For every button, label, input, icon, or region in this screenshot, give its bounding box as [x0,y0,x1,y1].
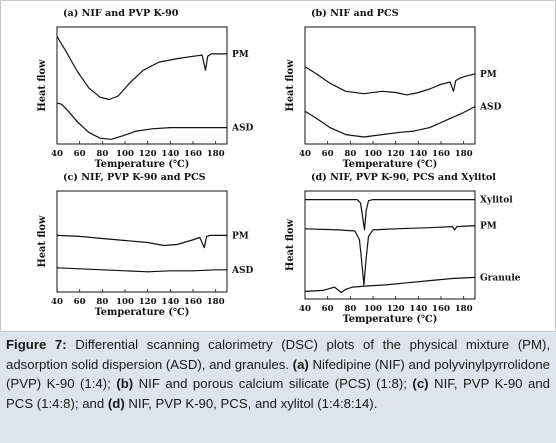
panel-b-xtick-label: 140 [409,149,427,159]
panel-d-xtick-label: 80 [344,304,356,314]
caption-tag-a: (a) [292,356,309,372]
panel-d-xtick-label: 160 [432,304,450,314]
panel-a-xtick-label: 100 [116,149,134,159]
panel-c-xtick-label: 160 [184,297,202,307]
panel-a-xtick-label: 60 [74,149,86,159]
panel-c-series-pm-line [56,234,227,249]
panel-a-xtick-label: 80 [96,149,108,159]
panel-b-series-asd-line [304,106,476,138]
panel-d-xtick-label: 120 [387,304,405,314]
panel-a-ylabel: Heat flow [37,59,48,111]
panel-c-ylabel: Heat flow [37,215,48,267]
dsc-plots: (a) NIF and PVP K-90 Heat flow 40 60 80 100 12… [37,8,521,325]
caption-tag-d: (d) [107,395,125,411]
panel-b-series-pm-line [304,66,476,96]
panel-d-series-pm-line [304,225,476,286]
panel-c-frame [56,190,228,293]
panel-d-xtick-label: 60 [322,304,334,314]
panel-a-frame [56,26,228,145]
panel-d-series-granule-line [304,276,476,294]
panel-c-xtick-label: 60 [74,297,86,307]
panel-c-series-asd-label: ASD [231,266,253,276]
panel-b-title: (b) NIF and PCS [311,8,399,19]
panel-a-series-pm-label: PM [232,50,249,60]
caption-part-c: NIF, PVP K-90 and PCS (1:4:8); and [6,376,550,411]
panel-c-series-asd-line [56,267,227,273]
panel-a-xlabel: Temperature (℃) [95,159,190,170]
caption-part-b: NIF and porous calcium silicate (PCS) (1… [133,376,413,391]
panel-c-series-pm-label: PM [232,231,249,241]
figure-caption: Figure 7: Differential scanning calorime… [0,332,556,443]
panel-a-series-asd-label: ASD [231,124,253,134]
panel-d-series-granule-label: Granule [480,273,521,283]
panel-a-xtick-label: 180 [207,149,225,159]
figure-panel-area: (a) NIF and PVP K-90 Heat flow 40 60 80 100 12… [0,0,556,332]
caption-tag-c: (c) [412,376,429,391]
panel-b-series-pm-label: PM [480,70,497,80]
panel-d-ylabel: Heat flow [285,219,296,271]
panel-b-xtick-label: 40 [299,149,311,159]
panel-c-xtick-label: 80 [96,297,108,307]
panel-d-xlabel: Temperature (℃) [343,314,438,325]
panel-b-xlabel: Temperature (℃) [343,159,438,170]
panel-b-xtick-label: 60 [322,149,334,159]
caption-part-d: NIF, PVP K-90, PCS, and xylitol (1:4:8:1… [124,395,378,411]
panel-c-xtick-label: 140 [161,297,179,307]
panel-a-series-pm-line [56,36,227,101]
panel-b-series-asd-label: ASD [479,103,501,113]
panel-c-title: (c) NIF, PVP K-90 and PCS [63,172,206,183]
caption-intro: Differential scanning calorimetry (DSC) … [6,337,551,372]
panel-c-xtick-label: 120 [139,297,157,307]
panel-a-xtick-label: 140 [161,149,179,159]
panel-c-xlabel: Temperature (℃) [95,307,190,318]
panel-d-xtick-label: 100 [364,304,382,314]
panel-d-frame [304,190,476,300]
panel-a-xtick-label: 120 [139,149,157,159]
panel-d-series-pm-label: PM [480,222,497,232]
panel-d-xtick-label: 40 [299,304,311,314]
panel-d-xtick-label: 140 [409,304,427,314]
panel-b-frame [304,26,476,145]
panel-d-xtick-label: 180 [455,304,473,314]
panel-d-series-xylitol-line [305,199,475,231]
panel-b-xtick-label: 160 [432,149,450,159]
panel-d-title: (d) NIF, PVP K-90, PCS and Xylitol [311,172,496,183]
panel-d-series-xylitol-label: Xylitol [480,196,513,206]
panel-c-xtick-label: 100 [116,297,134,307]
panel-c-xtick-label: 180 [207,297,225,307]
panel-a-xtick-label: 40 [51,149,63,159]
panel-b-ylabel: Heat flow [285,59,296,111]
panel-b-xtick-label: 100 [364,149,382,159]
panel-b-xtick-label: 180 [455,149,473,159]
panel-b-xtick-label: 80 [344,149,356,159]
panel-b-xtick-label: 120 [387,149,405,159]
panel-a-title: (a) NIF and PVP K-90 [63,8,179,19]
caption-tag-b: (b) [116,376,134,391]
panel-a-series-asd-line [56,102,227,140]
panel-a-xtick-label: 160 [184,149,202,159]
caption-part-a: Nifedipine (NIF) and polyvinylpyrrolidon… [6,356,550,392]
panel-c-xtick-label: 40 [51,297,63,307]
caption-label: Figure 7: [6,337,67,352]
